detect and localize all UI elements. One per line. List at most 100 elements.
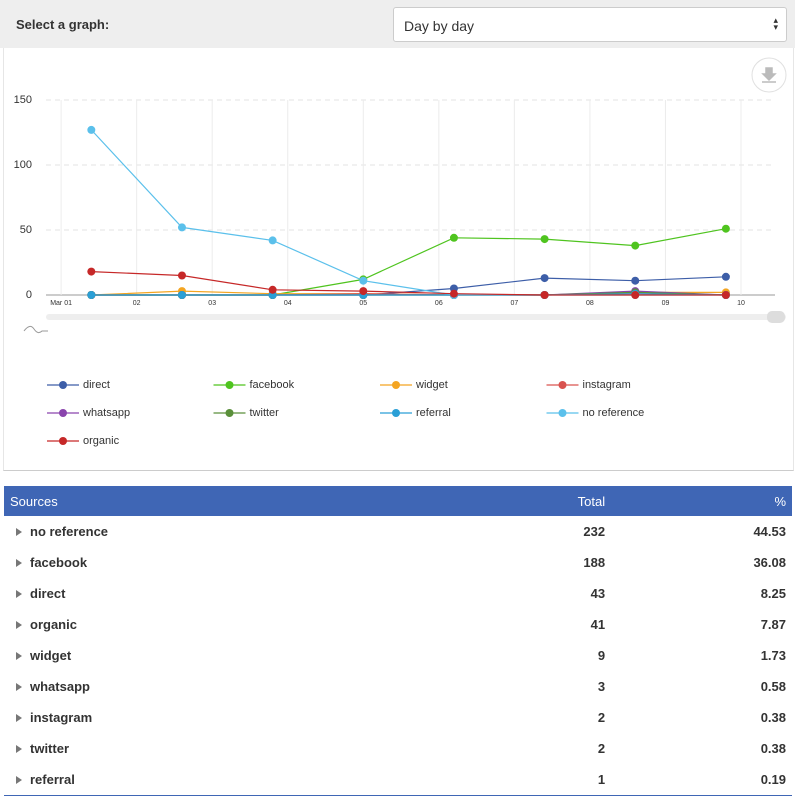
data-point <box>540 235 549 244</box>
table-row[interactable]: direct 43 8.25 <box>4 578 792 609</box>
table-cell: 1 <box>450 764 612 796</box>
cell-text: 2 <box>597 741 606 756</box>
data-point <box>631 241 640 250</box>
cell-text: 232 <box>583 524 606 539</box>
table-cell: 0.19 <box>611 764 792 796</box>
table-row[interactable]: widget 9 1.73 <box>4 640 792 671</box>
expand-icon <box>16 528 22 536</box>
table-cell: no reference <box>4 516 451 547</box>
table-row[interactable]: twitter 2 0.38 <box>4 733 792 764</box>
table-cell: direct <box>4 578 451 609</box>
data-point <box>721 224 730 233</box>
cell-text: 2 <box>597 710 606 725</box>
table-cell: instagram <box>4 702 451 733</box>
y-tick-label: 0 <box>26 289 32 301</box>
table-header: Sources Total% <box>4 486 792 516</box>
table-row[interactable]: organic 41 7.87 <box>4 609 792 640</box>
cell-text: instagram <box>30 710 93 725</box>
x-tick-label: 10 <box>737 300 745 307</box>
legend-marker <box>225 409 234 417</box>
legend-label: widget <box>415 379 448 391</box>
table-cell: twitter <box>4 733 451 764</box>
table-cell: 1.73 <box>611 640 792 671</box>
cell-text: 36.08 <box>753 555 786 570</box>
download-icon <box>761 67 777 83</box>
table-cell: 2 <box>451 702 611 733</box>
table-cell: referral <box>4 764 451 796</box>
navigator-handle[interactable] <box>767 311 785 323</box>
graph-select[interactable]: Day by day ▴ ▾ <box>393 7 787 42</box>
column-header: Total <box>450 486 612 516</box>
table-cell: 0.58 <box>611 671 792 702</box>
data-point <box>540 291 549 299</box>
x-tick-label: 02 <box>133 300 141 307</box>
table-cell: whatsapp <box>4 671 451 702</box>
legend-label: referral <box>416 407 451 419</box>
table-cell: 7.87 <box>611 609 792 640</box>
cell-text: twitter <box>30 741 69 756</box>
cell-text: 3 <box>597 679 606 694</box>
data-point <box>359 276 368 285</box>
select-arrow: ▴ ▾ <box>773 15 778 32</box>
table-cell: organic <box>4 609 451 640</box>
table-cell: 0.38 <box>611 733 792 764</box>
expand-icon <box>16 559 22 567</box>
series-line <box>91 271 726 296</box>
legend-marker <box>59 409 67 417</box>
data-point <box>721 291 730 299</box>
cell-text: 1.73 <box>760 648 786 663</box>
series-line <box>91 293 726 296</box>
cell-text: 0.58 <box>760 679 786 694</box>
legend-label: facebook <box>250 379 295 391</box>
table-row[interactable]: facebook 188 36.08 <box>4 547 792 578</box>
data-point <box>177 223 186 232</box>
x-tick-label: 08 <box>586 300 594 307</box>
legend-label: twitter <box>250 407 280 419</box>
chart-panel <box>3 48 794 471</box>
data-point <box>268 236 277 245</box>
cell-text: 9 <box>597 648 606 663</box>
table-row[interactable]: no reference 232 44.53 <box>4 516 792 547</box>
legend-label: direct <box>83 379 110 391</box>
legend-marker <box>558 409 567 417</box>
select-label: Select a graph: <box>16 17 110 32</box>
cell-text: 8.25 <box>760 586 786 601</box>
table-cell: 2 <box>451 733 611 764</box>
data-point <box>177 291 186 299</box>
table-row[interactable]: whatsapp 3 0.58 <box>4 671 792 702</box>
cell-text: organic <box>30 617 77 632</box>
table-cell: 36.08 <box>611 547 792 578</box>
table-row[interactable]: instagram 2 0.38 <box>4 702 792 733</box>
expand-icon <box>16 776 22 784</box>
cell-text: 41 <box>590 617 606 632</box>
legend-label: organic <box>83 435 120 447</box>
toolbar: Select a graph: Day by day ▴ ▾ <box>0 0 795 48</box>
data-point <box>268 285 277 294</box>
x-tick-label: 06 <box>435 300 443 307</box>
table-cell: 188 <box>451 547 611 578</box>
x-tick-label: Mar 01 <box>50 300 72 307</box>
chart: 0 50 100 150 Mar 01 02 03 04 05 06 07 08 09 10 direct f… <box>14 57 787 447</box>
data-point <box>177 271 186 280</box>
expand-icon <box>16 745 22 753</box>
legend-marker <box>59 381 67 389</box>
data-point <box>87 125 96 134</box>
x-tick-label: 05 <box>359 300 367 307</box>
cell-text: whatsapp <box>30 679 90 694</box>
table-row[interactable]: referral 1 0.19 <box>4 764 792 796</box>
data-point <box>540 274 549 283</box>
legend-label: no reference <box>583 407 645 419</box>
data-point <box>359 287 368 296</box>
expand-icon <box>16 590 22 598</box>
column-header: % <box>611 486 792 516</box>
table-cell: facebook <box>4 547 451 578</box>
table-cell: 8.25 <box>611 578 792 609</box>
legend-marker <box>59 437 67 445</box>
cell-text: widget <box>30 648 72 663</box>
table-cell: 44.53 <box>611 516 792 547</box>
table-cell: 232 <box>451 516 611 547</box>
sources-table: Sources Total% no reference 232 44.53 faceboo… <box>4 486 792 796</box>
legend-marker <box>558 381 567 389</box>
x-tick-label: 07 <box>510 300 518 307</box>
data-point <box>449 233 458 242</box>
